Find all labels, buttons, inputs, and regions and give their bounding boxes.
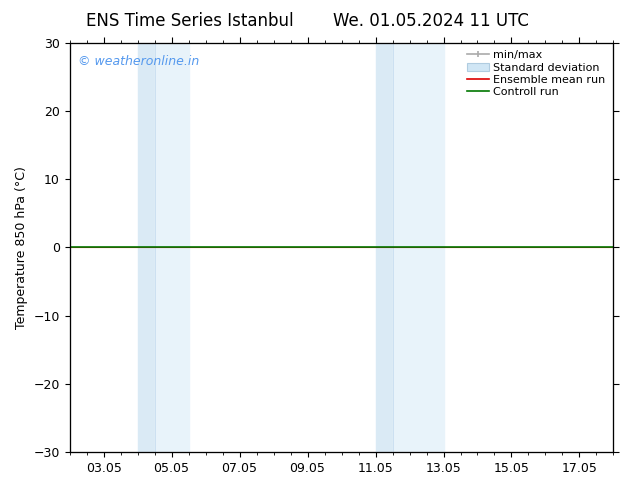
Bar bbox=[392, 43, 444, 452]
Bar bbox=[155, 43, 188, 452]
Text: ENS Time Series Istanbul: ENS Time Series Istanbul bbox=[86, 12, 294, 30]
Bar bbox=[138, 43, 155, 452]
Bar bbox=[375, 43, 392, 452]
Text: © weatheronline.in: © weatheronline.in bbox=[78, 55, 199, 68]
Legend: min/max, Standard deviation, Ensemble mean run, Controll run: min/max, Standard deviation, Ensemble me… bbox=[465, 48, 608, 99]
Text: We. 01.05.2024 11 UTC: We. 01.05.2024 11 UTC bbox=[333, 12, 529, 30]
Y-axis label: Temperature 850 hPa (°C): Temperature 850 hPa (°C) bbox=[15, 166, 28, 329]
